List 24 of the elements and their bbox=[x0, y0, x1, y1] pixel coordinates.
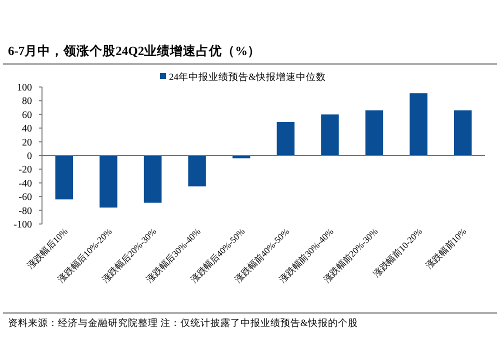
bar bbox=[454, 110, 472, 156]
bar bbox=[410, 93, 428, 156]
y-tick-label: 0 bbox=[27, 151, 32, 162]
legend-label: 24年中报业绩预告&快报增速中位数 bbox=[169, 71, 326, 83]
y-tick-label: 60 bbox=[22, 110, 32, 121]
bar bbox=[144, 156, 162, 203]
bar bbox=[365, 110, 384, 156]
y-tick-label: 40 bbox=[22, 124, 32, 135]
y-tick-label: 100 bbox=[17, 82, 32, 94]
y-tick-label: 20 bbox=[22, 137, 32, 148]
x-tick-label: 涨跌幅前10% bbox=[424, 226, 469, 271]
bar bbox=[100, 156, 118, 208]
y-tick-label: -40 bbox=[18, 178, 32, 190]
bar bbox=[188, 156, 206, 186]
y-tick-label: -60 bbox=[18, 192, 32, 204]
text: 资料来源：经济与金融研究院整理 注：仅统计披露了中报业绩预告&快报的个股 bbox=[8, 317, 358, 329]
y-tick-label: -80 bbox=[18, 206, 32, 217]
bar bbox=[55, 156, 74, 200]
bar bbox=[276, 122, 295, 156]
y-tick-label: -20 bbox=[18, 164, 32, 176]
chart-title: 6-7月中，领涨个股24Q2业绩增速占优（%） bbox=[8, 44, 261, 58]
bar bbox=[321, 114, 339, 156]
y-tick-label: 80 bbox=[22, 96, 32, 108]
y-tick-label: -100 bbox=[14, 220, 32, 230]
